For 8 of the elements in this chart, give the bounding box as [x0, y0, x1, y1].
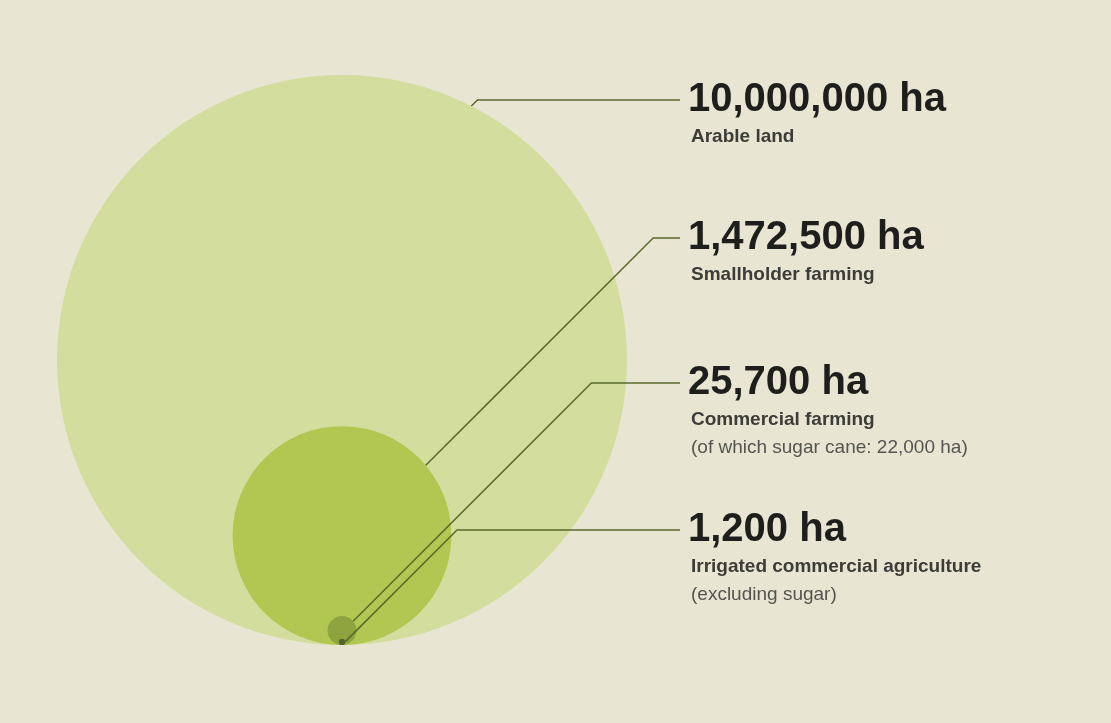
- data-label: 1,472,500 ha: [688, 213, 925, 258]
- data-label: 10,000,000 ha: [688, 75, 947, 120]
- data-label: 25,700 ha: [688, 358, 869, 403]
- category-label: Commercial farming (of which sugar cane: 22,000 ha): [691, 408, 968, 458]
- category-label: Arable land: [691, 125, 795, 147]
- category-label: Irrigated commercial agriculture (excluding sugar): [691, 555, 982, 605]
- data-label: 1,200 ha: [688, 505, 847, 550]
- category-label: Smallholder farming: [691, 263, 875, 285]
